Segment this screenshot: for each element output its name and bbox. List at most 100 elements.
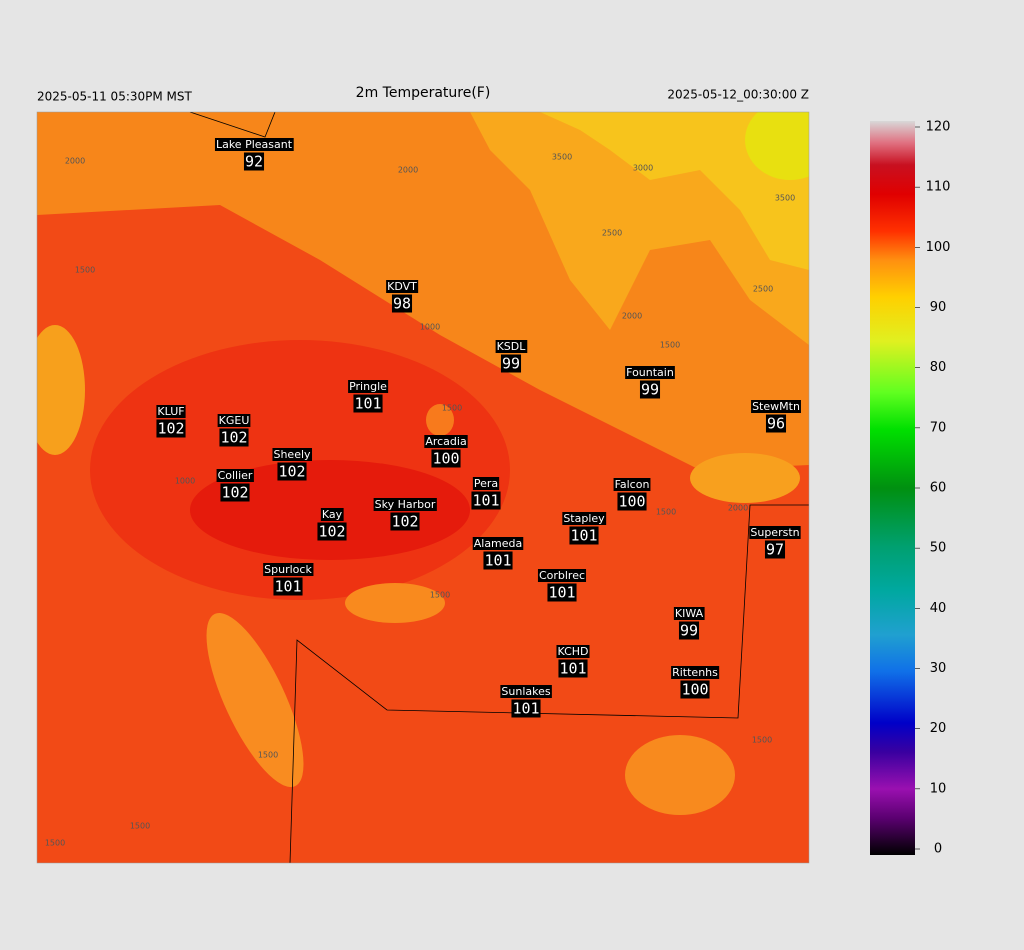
station-temperature-group: 99 [639,380,661,399]
terrain-zone [206,612,304,788]
station-temperature-background [391,294,413,313]
station-temperature: 102 [157,420,184,438]
station-name: Arcadia [425,435,466,448]
contour-label: 1500 [45,839,65,848]
station-name: Alameda [474,537,523,550]
station-name-group: KDVT [386,280,419,293]
contour-label: 3500 [552,153,572,162]
station-temperature: 101 [548,584,575,602]
colorbar-tick-label: 110 [926,180,951,195]
terrain-zone [745,112,809,180]
station-name: Lake Pleasant [216,138,293,151]
station-name: Rittenhs [672,666,718,679]
station-name-group: KIWA [673,607,705,620]
station-temperature-background [353,394,383,413]
station-name-background [424,435,468,448]
station-name-background [217,414,251,427]
station-temperature: 101 [559,660,586,678]
station-name-group: Fountain [625,366,675,379]
station-temperature: 100 [681,681,708,699]
terrain-zone [345,583,445,623]
station-name-group: StewMtn [751,400,801,413]
station-name-background [749,526,801,539]
station-temperature-group: 101 [353,394,383,413]
station-name: Pera [474,477,498,490]
station-temperature-group: 101 [569,526,599,545]
station-temperature-group: 102 [277,462,307,481]
station-name: Fountain [626,366,674,379]
station-name-background [373,498,437,511]
station-temperature: 101 [472,492,499,510]
station-temperature: 96 [767,415,785,433]
station-name-background [156,405,186,418]
station-temperature-background [500,354,522,373]
station-temperature-background [220,483,250,502]
station-temperature-group: 101 [558,659,588,678]
station-temperature: 97 [766,541,784,559]
colorbar-tick-label: 20 [930,721,947,736]
station-name-background [386,280,419,293]
station-name-background [216,469,254,482]
terrain-zone [690,453,800,503]
station-temperature: 101 [354,395,381,413]
station-name-background [671,666,720,679]
station-name-background [562,512,607,525]
station-temperature-group: 101 [273,577,303,596]
station-temperature-group: 101 [547,583,577,602]
station-name-group: Superstn [749,526,801,539]
station-name: KGEU [219,414,250,427]
station-temperature-group: 102 [220,483,250,502]
map-title: 2m Temperature(F) [356,85,491,101]
station-name-background [348,380,389,393]
colorbar-tick-label: 100 [926,240,951,255]
station-temperature-background [483,551,513,570]
valid-utc-time: 2025-05-12_00:30:00 Z [667,88,809,102]
station-temperature-group: 102 [390,512,420,531]
station-name-group: Kay [320,508,344,521]
terrain-zone [37,325,85,455]
colorbar-tick-label: 50 [930,541,947,556]
station-name: Sheely [273,448,311,461]
station-name-group: Lake Pleasant [214,138,294,151]
station-temperature-background [431,449,461,468]
contour-label: 1000 [175,477,195,486]
contour-label: 1500 [430,591,450,600]
station-temperature-background [569,526,599,545]
station-name: Stapley [563,512,605,525]
station-temperature-background [511,699,541,718]
station-name-group: Falcon [613,478,651,491]
station-temperature-group: 102 [317,522,347,541]
contour-label: 1500 [75,266,95,275]
station-temperature-group: 100 [431,449,461,468]
station-temperature-background [156,419,186,438]
valid-local-time: 2025-05-11 05:30PM MST [37,90,193,104]
station-name-group: Arcadia [424,435,468,448]
colorbar-tick-label: 40 [930,601,947,616]
contour-label: 1500 [130,822,150,831]
station-name-background [495,340,528,353]
station-temperature: 101 [484,552,511,570]
station-name: Sunlakes [501,685,550,698]
station-temperature-group: 102 [156,419,186,438]
colorbar-tick-label: 120 [926,120,951,135]
station-temperature-background [765,414,787,433]
contour-label: 1000 [420,323,440,332]
station-name-background [537,569,587,582]
station-name: Pringle [349,380,387,393]
station-temperature-background [277,462,307,481]
colorbar-tick-label: 90 [930,300,947,315]
station-temperature: 102 [318,523,345,541]
station-temperature-group: 100 [680,680,710,699]
station-temperature: 92 [245,153,263,171]
station-name: Falcon [615,478,650,491]
station-temperature-background [390,512,420,531]
colorbar-tick-label: 10 [930,781,947,796]
station-temperature: 98 [393,295,411,313]
station-temperature: 99 [641,381,659,399]
station-name-group: Stapley [562,512,607,525]
station-name: KCHD [557,645,588,658]
station-temperature-background [273,577,303,596]
station-name-group: Collier [216,469,254,482]
station-name-background [472,477,500,490]
station-name-background [613,478,651,491]
